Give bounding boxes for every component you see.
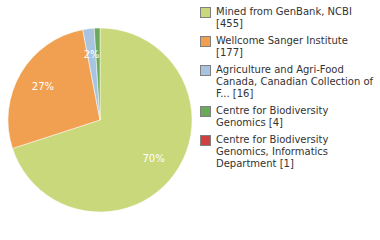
html-text:Wellcome Sanger Institute [177: Wellcome Sanger Institute [177] — [216, 35, 348, 58]
svg-text:27%: 27% — [32, 81, 54, 92]
html-text:Centre for Biodiversity Genomi: Centre for Biodiversity Genomics [4] — [216, 105, 329, 128]
html-text:Centre for Biodiversity Genomi: Centre for Biodiversity Genomics, Inform… — [216, 134, 329, 169]
svg-text:2%: 2% — [84, 49, 100, 60]
html-text:Mined from GenBank, NCBI [455]: Mined from GenBank, NCBI [455] — [216, 6, 352, 29]
html-text:Agriculture and Agri-Food Cana: Agriculture and Agri-Food Canada, Canadi… — [216, 64, 373, 99]
svg-text:70%: 70% — [142, 153, 164, 164]
